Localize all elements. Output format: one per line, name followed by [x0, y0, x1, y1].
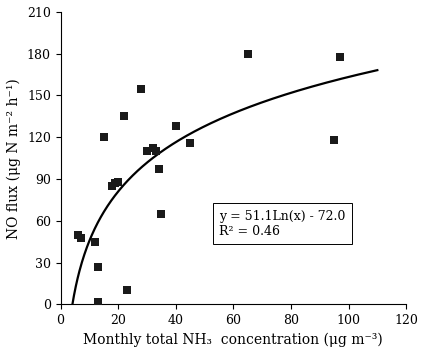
Y-axis label: NO flux (μg N m⁻² h⁻¹): NO flux (μg N m⁻² h⁻¹) [7, 78, 21, 239]
Point [187, 140, 193, 146]
Point [100, 135, 107, 140]
Point [244, 51, 251, 57]
Point [74, 232, 81, 238]
Point [77, 235, 84, 240]
Point [115, 179, 122, 185]
Point [123, 288, 130, 293]
Point [112, 181, 119, 186]
Point [138, 86, 145, 91]
Point [155, 166, 162, 172]
Point [95, 264, 102, 270]
Point [331, 137, 337, 143]
Point [121, 114, 128, 119]
Point [144, 148, 150, 154]
Point [173, 123, 179, 129]
Point [152, 148, 159, 154]
Point [158, 211, 165, 217]
Point [95, 299, 102, 304]
Text: y = 51.1Ln(x) - 72.0
R² = 0.46: y = 51.1Ln(x) - 72.0 R² = 0.46 [219, 210, 346, 238]
Point [109, 183, 116, 189]
X-axis label: Monthly total NH₃  concentration (μg m⁻³): Monthly total NH₃ concentration (μg m⁻³) [83, 333, 383, 347]
Point [337, 54, 343, 59]
Point [92, 239, 99, 245]
Point [149, 145, 156, 151]
